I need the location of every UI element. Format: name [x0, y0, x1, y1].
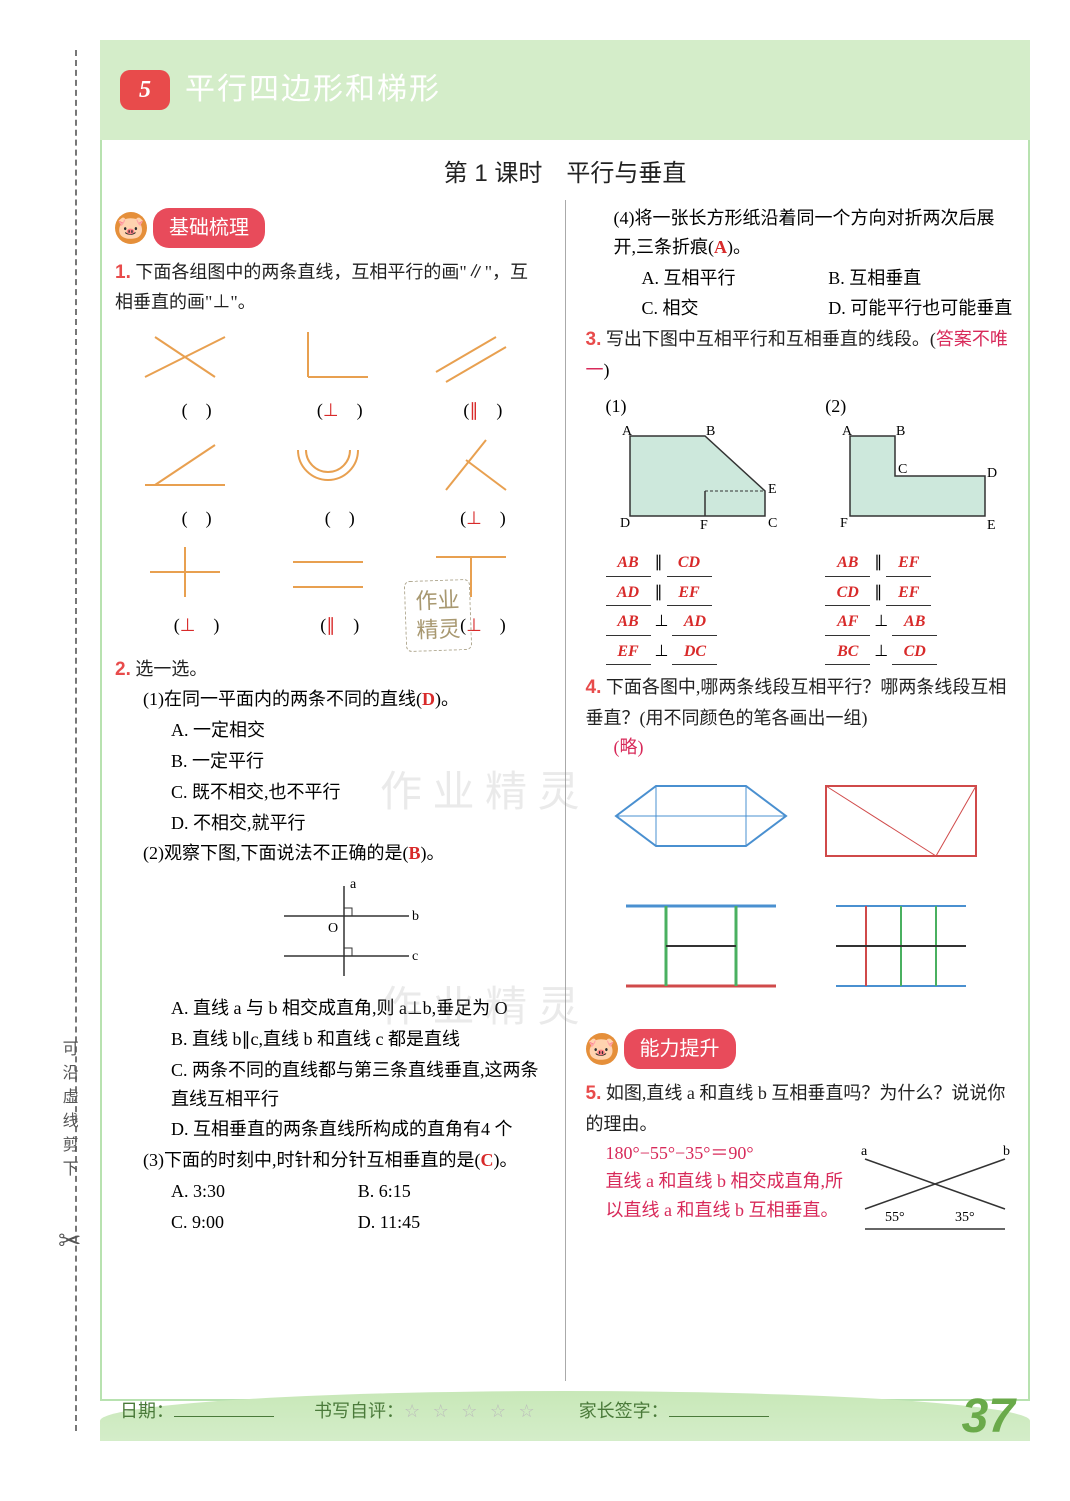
svg-text:b: b [1003, 1144, 1010, 1159]
svg-text:55°: 55° [885, 1210, 905, 1225]
chapter-header: 5 平行四边形和梯形 [100, 40, 1030, 140]
footer-line: 日期： 书写自评：☆ ☆ ☆ ☆ ☆ 家长签字： [120, 1397, 769, 1426]
section-basics: 基础梳理 [115, 208, 265, 248]
q1-grid: ( ) (⊥ ) (∥ ) ( ) ( ) (⊥ ) (⊥ ) (∥ ) (⊥ … [135, 327, 545, 640]
q3-text: 写出下图中互相平行和互相垂直的线段。( [606, 329, 936, 349]
q1-fig-3 [421, 327, 544, 387]
q1-fig-5 [278, 435, 401, 495]
svg-text:b: b [412, 909, 419, 924]
pig-icon-2 [586, 1033, 618, 1065]
q5-text: 如图,直线 a 和直线 b 互相垂直吗？为什么？说说你的理由。 [586, 1083, 1006, 1133]
chapter-number-badge: 5 [120, 70, 170, 110]
q2-sub2: (2)观察下图,下面说法不正确的是(B)。 a b c O A. 直线 a 与 … [115, 839, 545, 1144]
pig-icon [115, 212, 147, 244]
q2-sub3: (3)下面的时刻中,时针和分针互相垂直的是(C)。 A. 3:30B. 6:15… [115, 1146, 545, 1236]
question-5: 5. 如图,直线 a 和直线 b 互相垂直吗？为什么？说说你的理由。 180°−… [586, 1079, 1016, 1238]
q3-num: 3. [586, 329, 602, 350]
q2-sub2-diagram: a b c O [264, 876, 424, 986]
svg-text:E: E [768, 482, 777, 497]
svg-text:F: F [840, 516, 848, 531]
section-basics-label: 基础梳理 [153, 208, 265, 248]
svg-text:E: E [987, 421, 998, 425]
section-ability-label: 能力提升 [624, 1029, 736, 1069]
svg-text:35°: 35° [955, 1210, 975, 1225]
svg-text:D: D [987, 466, 997, 481]
question-1: 1. 下面各组图中的两条直线，互相平行的画"∥"，互相垂直的画"⊥"。 ( ) … [115, 258, 545, 640]
q5-num: 5. [586, 1083, 602, 1104]
svg-text:B: B [706, 424, 715, 439]
svg-text:A: A [622, 424, 633, 439]
q1-text: 下面各组图中的两条直线，互相平行的画"∥"，互相垂直的画"⊥"。 [115, 262, 528, 312]
chapter-title: 平行四边形和梯形 [185, 66, 441, 114]
left-column: 基础梳理 1. 下面各组图中的两条直线，互相平行的画"∥"，互相垂直的画"⊥"。… [115, 200, 545, 1381]
column-divider [565, 200, 566, 1381]
svg-text:E: E [987, 518, 996, 531]
q2-sub4: (4)将一张长方形纸沿着同一个方向对折两次后展开,三条折痕(A)。 A. 互相平… [586, 204, 1016, 323]
page-number: 37 [962, 1379, 1015, 1456]
q1-fig-7 [135, 542, 258, 602]
q4-shape-3 [606, 886, 796, 1006]
q1-fig-2 [278, 327, 401, 387]
q1-fig-8 [278, 542, 401, 602]
q2-num: 2. [115, 659, 131, 680]
q4-shape-2 [816, 776, 986, 866]
q1-fig-9 [421, 542, 544, 602]
q4-shape-1 [606, 776, 796, 866]
question-2: 2. 选一选。 (1)在同一平面内的两条不同的直线(D)。 A. 一定相交 B.… [115, 655, 545, 1237]
q4-num: 4. [586, 677, 602, 698]
q4-text: 下面各图中,哪两条线段互相平行？哪两条线段互相垂直？(用不同颜色的笔各画出一组) [586, 677, 1007, 727]
scissors-icon: ✂ [58, 1220, 81, 1265]
q2-sub1: (1)在同一平面内的两条不同的直线(D)。 A. 一定相交 B. 一定平行 C.… [115, 685, 545, 837]
svg-text:O: O [328, 921, 338, 936]
svg-text:c: c [412, 949, 418, 964]
q3-fig2: (2) AB CD E EF [825, 392, 1015, 540]
content-area: 基础梳理 1. 下面各组图中的两条直线，互相平行的画"∥"，互相垂直的画"⊥"。… [115, 200, 1015, 1381]
q3-fills: AB ∥ CDAB ∥ EF AD ∥ EFCD ∥ EF AB ⊥ ADAF … [586, 550, 1016, 665]
cut-text: 可沿虚线剪下 [55, 1040, 81, 1184]
question-3: 3. 写出下图中互相平行和互相垂直的线段。(答案不唯一) (1) AB EC F… [586, 325, 1016, 665]
q1-fig-4 [135, 435, 258, 495]
q4-shape-4 [816, 886, 986, 1006]
svg-text:F: F [700, 518, 708, 531]
question-4: 4. 下面各图中,哪两条线段互相平行？哪两条线段互相垂直？(用不同颜色的笔各画出… [586, 673, 1016, 1006]
q2-text: 选一选。 [135, 659, 207, 679]
svg-text:A: A [842, 424, 853, 439]
svg-text:C: C [768, 516, 777, 531]
q1-num: 1. [115, 262, 131, 283]
svg-text:C: C [898, 462, 907, 477]
q3-figures: (1) AB EC FD (2) AB CD [606, 392, 1016, 540]
lesson-title: 第 1 课时 平行与垂直 [100, 155, 1030, 193]
q3-fig1: (1) AB EC FD [606, 392, 796, 540]
q5-diagram: a b 55° 35° [855, 1139, 1015, 1239]
svg-text:B: B [896, 424, 905, 439]
q1-fig-6 [421, 435, 544, 495]
svg-text:a: a [350, 877, 357, 892]
q5-answer: 180°−55°−35°＝90° 直线 a 和直线 b 相交成直角,所以直线 a… [606, 1139, 846, 1225]
q1-fig-1 [135, 327, 258, 387]
right-column: (4)将一张长方形纸沿着同一个方向对折两次后展开,三条折痕(A)。 A. 互相平… [586, 200, 1016, 1381]
svg-text:D: D [620, 516, 630, 531]
section-ability: 能力提升 [586, 1029, 736, 1069]
svg-text:a: a [861, 1144, 868, 1159]
q4-shapes [606, 776, 996, 1006]
